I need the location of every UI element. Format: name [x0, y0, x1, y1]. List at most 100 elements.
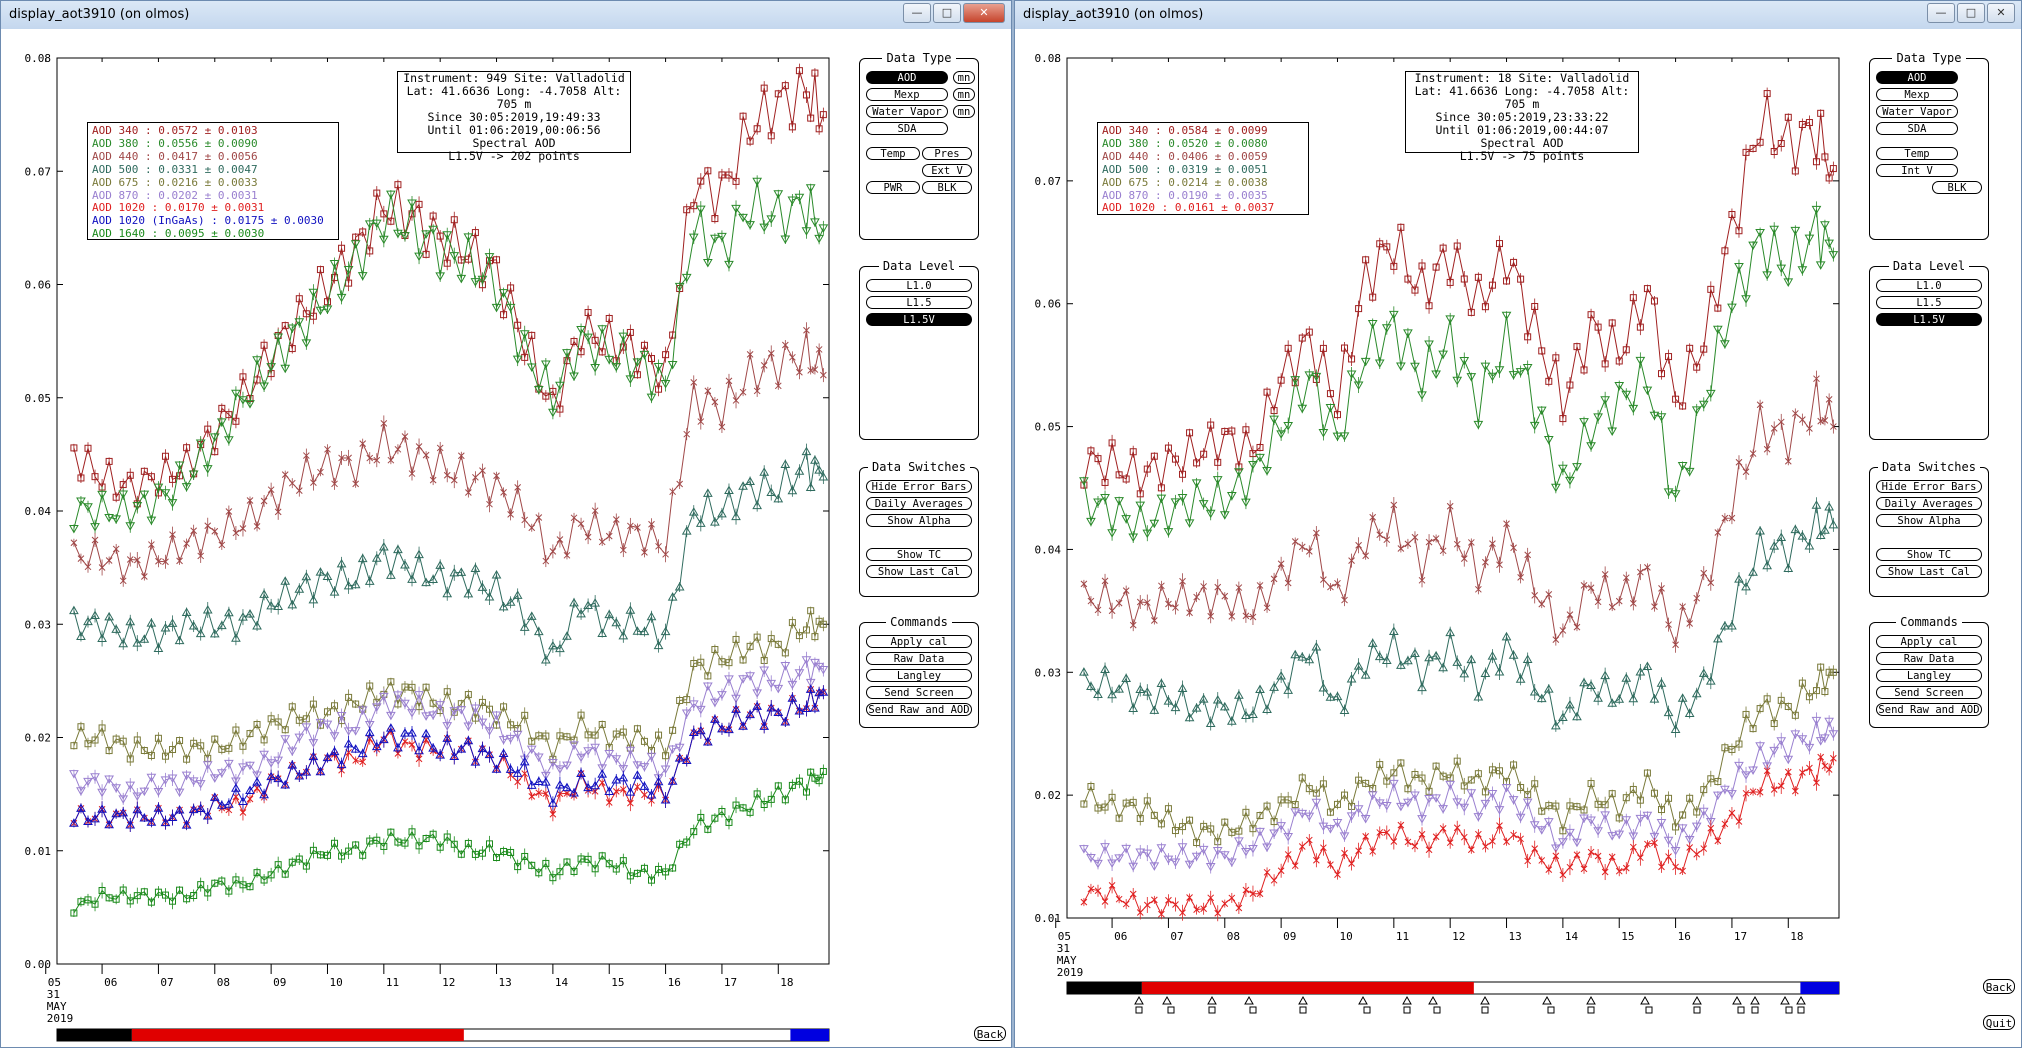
- data-point: [655, 865, 663, 873]
- water-vapor-button[interactable]: Water Vapor: [1876, 105, 1958, 118]
- mexp-button[interactable]: Mexp: [866, 88, 948, 101]
- data-point: [386, 190, 396, 200]
- data-point: [1276, 822, 1286, 831]
- langley-button[interactable]: Langley: [1876, 669, 1982, 682]
- data-point: [140, 573, 148, 580]
- data-point: [1221, 900, 1229, 907]
- data-point: [1804, 743, 1815, 753]
- l10-button[interactable]: L1.0: [866, 279, 972, 292]
- raw-data-button[interactable]: Raw Data: [866, 652, 972, 665]
- l15v-button[interactable]: L1.5V: [866, 313, 972, 326]
- data-point: [1432, 535, 1440, 542]
- data-point: [1572, 711, 1582, 721]
- back-button[interactable]: Back: [1983, 979, 2015, 994]
- raw-data-button[interactable]: Raw Data: [1876, 652, 1982, 665]
- send-screen-button[interactable]: Send Screen: [1876, 686, 1982, 699]
- water-vapor-button[interactable]: Water Vapor: [866, 105, 948, 118]
- l10-button[interactable]: L1.0: [1876, 279, 1982, 292]
- data-point: [611, 617, 622, 627]
- send-raw-and-aod-button[interactable]: Send Raw and AOD: [866, 703, 972, 716]
- data-point: [788, 619, 796, 627]
- maximize-icon[interactable]: □: [1957, 3, 1985, 23]
- schedule-marker: [1547, 1006, 1555, 1014]
- langley-button[interactable]: Langley: [866, 669, 972, 682]
- data-point: [1593, 693, 1603, 702]
- aod-button[interactable]: AOD: [866, 71, 948, 84]
- daily-averages-button[interactable]: Daily Averages: [1876, 497, 1982, 510]
- blk-button[interactable]: BLK: [922, 181, 972, 194]
- daily-averages-button[interactable]: Daily Averages: [866, 497, 972, 510]
- aod-mn-button[interactable]: mn: [953, 71, 975, 84]
- window-titlebar[interactable]: display_aot3910 (on olmos) — □ ✕: [1, 1, 1011, 29]
- data-point: [667, 745, 678, 755]
- temp-button[interactable]: Temp: [1876, 147, 1958, 160]
- data-point: [1684, 708, 1695, 717]
- data-point: [84, 563, 92, 571]
- show-alpha-button[interactable]: Show Alpha: [1876, 514, 1982, 527]
- int-v-button[interactable]: Int V: [1876, 164, 1958, 177]
- data-point: [1817, 109, 1825, 117]
- show-tc-button[interactable]: Show TC: [866, 548, 972, 561]
- mexp-button[interactable]: Mexp: [1876, 88, 1958, 101]
- data-point: [373, 189, 381, 197]
- data-point: [1256, 443, 1264, 451]
- info-location: Lat: 41.6636 Long: -4.7058 Alt: 705 m: [406, 84, 622, 111]
- data-point: [280, 780, 291, 789]
- aod-button[interactable]: AOD: [1876, 71, 1958, 84]
- back-button[interactable]: Back: [974, 1026, 1006, 1041]
- apply-cal-button[interactable]: Apply cal: [866, 635, 972, 648]
- data-point: [818, 687, 829, 696]
- data-point: [725, 659, 733, 667]
- data-point: [456, 274, 467, 284]
- hide-error-bars-button[interactable]: Hide Error Bars: [1876, 480, 1982, 493]
- data-point: [1517, 275, 1525, 283]
- pres-button[interactable]: Pres: [922, 147, 972, 160]
- send-raw-and-aod-button[interactable]: Send Raw and AOD: [1876, 703, 1982, 716]
- maximize-icon[interactable]: □: [933, 3, 961, 23]
- hide-error-bars-button[interactable]: Hide Error Bars: [866, 480, 972, 493]
- window-titlebar[interactable]: display_aot3910 (on olmos) — □ ✕: [1015, 1, 2021, 29]
- close-icon[interactable]: ✕: [963, 3, 1005, 23]
- data-point: [1452, 798, 1463, 807]
- data-point: [386, 723, 396, 732]
- data-point: [591, 731, 599, 739]
- data-point: [1121, 515, 1132, 524]
- data-point: [387, 828, 395, 836]
- data-point: [1459, 668, 1470, 678]
- data-point: [1475, 585, 1482, 593]
- data-point: [1784, 702, 1792, 710]
- minimize-icon[interactable]: —: [1927, 3, 1955, 23]
- data-point: [1277, 376, 1285, 384]
- data-point: [625, 746, 636, 756]
- data-point: [112, 493, 120, 501]
- ext-v-button[interactable]: Ext V: [922, 164, 972, 177]
- data-point: [1087, 783, 1095, 791]
- minimize-icon[interactable]: —: [903, 3, 931, 23]
- quit-button[interactable]: Quit: [1983, 1015, 2015, 1030]
- l15-button[interactable]: L1.5: [1876, 296, 1982, 309]
- blk-button[interactable]: BLK: [1932, 181, 1982, 194]
- show-last-cal-button[interactable]: Show Last Cal: [866, 565, 972, 578]
- show-tc-button[interactable]: Show TC: [1876, 548, 1982, 561]
- pwr-button[interactable]: PWR: [866, 181, 920, 194]
- show-alpha-button[interactable]: Show Alpha: [866, 514, 972, 527]
- data-point: [1248, 709, 1258, 718]
- apply-cal-button[interactable]: Apply cal: [1876, 635, 1982, 648]
- temp-button[interactable]: Temp: [866, 147, 920, 160]
- l15v-button[interactable]: L1.5V: [1876, 313, 1982, 326]
- l15-button[interactable]: L1.5: [866, 296, 972, 309]
- send-screen-button[interactable]: Send Screen: [866, 686, 972, 699]
- show-last-cal-button[interactable]: Show Last Cal: [1876, 565, 1982, 578]
- data-point: [1158, 582, 1165, 590]
- data-point: [308, 288, 319, 298]
- close-icon[interactable]: ✕: [1987, 3, 2015, 23]
- mexp-mn-button[interactable]: mn: [953, 88, 975, 101]
- sda-button[interactable]: SDA: [866, 122, 948, 135]
- series-line: [1083, 667, 1834, 844]
- data-point: [477, 743, 488, 753]
- data-point: [683, 430, 691, 438]
- data-point: [1438, 350, 1449, 360]
- water-vapor-mn-button[interactable]: mn: [953, 105, 975, 118]
- sda-button[interactable]: SDA: [1876, 122, 1958, 135]
- data-point: [598, 538, 606, 546]
